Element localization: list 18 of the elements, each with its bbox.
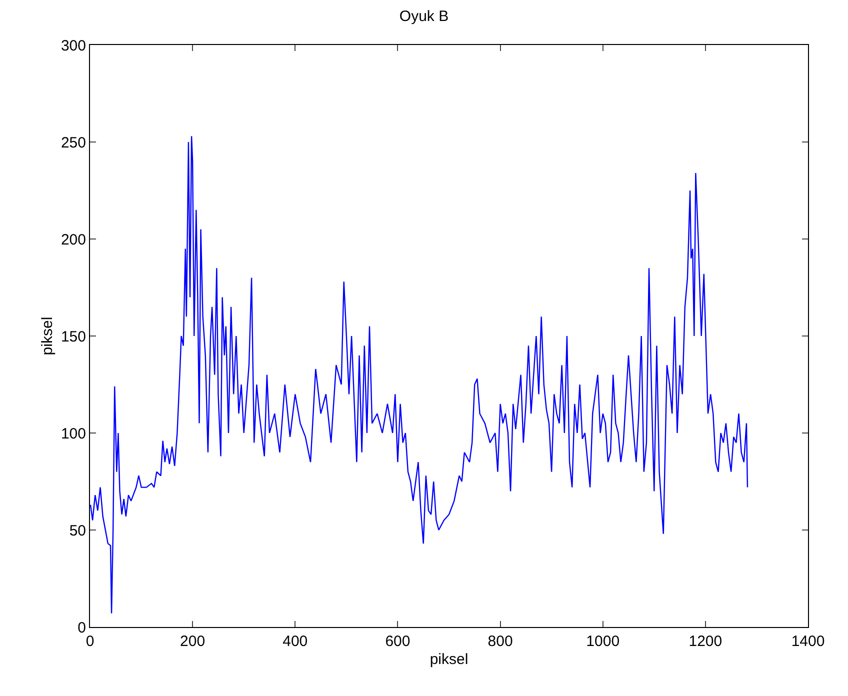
y-tick-label: 50: [69, 522, 86, 540]
x-tick-label: 800: [488, 633, 513, 650]
x-tick-label: 200: [180, 633, 206, 650]
y-tick-label: 100: [60, 425, 86, 442]
x-tick-label: 1200: [688, 633, 722, 650]
y-tick-label: 150: [60, 328, 86, 346]
y-tick-label: 250: [60, 134, 86, 152]
y-axis-title: piksel: [39, 316, 56, 356]
y-tick-label: 300: [60, 37, 86, 54]
x-tick-label: 600: [385, 633, 410, 650]
x-axis-title: piksel: [430, 651, 468, 668]
x-tick-label: 1400: [791, 633, 825, 650]
line-series: [90, 136, 748, 614]
chart-title: Oyuk B: [399, 8, 449, 25]
y-tick-label: 0: [78, 619, 86, 636]
y-tick-label: 200: [60, 231, 86, 248]
x-tick-label: 400: [282, 633, 308, 650]
x-tick-label: 1000: [586, 633, 620, 650]
